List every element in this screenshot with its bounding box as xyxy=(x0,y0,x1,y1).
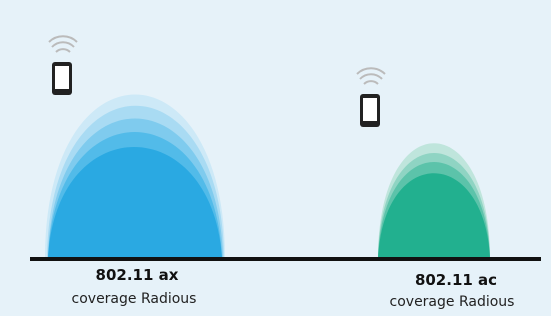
standard-label: 802.11 ax xyxy=(96,266,179,284)
standard-label: 802.11 ac xyxy=(415,271,497,289)
caption: coverage Radious xyxy=(390,294,515,310)
diagram: 802.11 ax coverage Radious 802.11 ac cov… xyxy=(0,0,551,316)
page: 802.11 ax coverage Radious 802.11 ac cov… xyxy=(0,0,551,316)
caption: coverage Radious xyxy=(72,291,197,307)
